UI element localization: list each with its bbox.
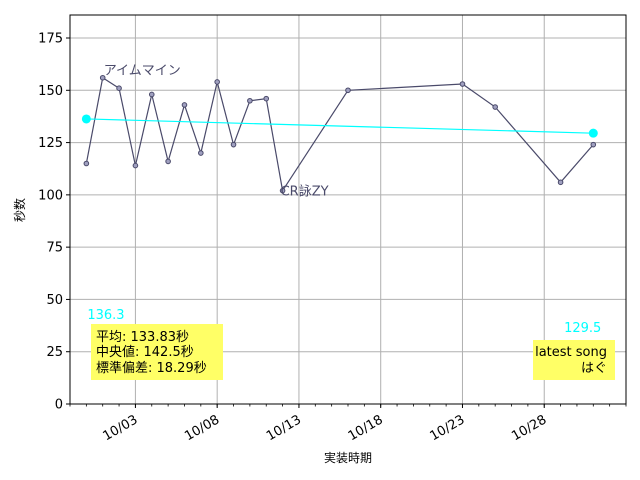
y-tick-label: 25 (46, 345, 63, 360)
y-tick-label: 100 (38, 188, 63, 203)
y-tick-label: 125 (38, 136, 63, 151)
trend-start-point (81, 114, 91, 124)
data-point (116, 85, 122, 91)
point-label-aimumain: アイムマイン (104, 64, 181, 79)
latest-title: latest song (535, 345, 607, 360)
stats-mean: 平均: 133.83秒 (96, 330, 189, 345)
y-axis-ticks: 0 25 50 75 100 125 150 175 (38, 32, 70, 413)
series-layer (81, 74, 598, 194)
x-axis-ticks: 10/03 10/08 10/13 10/18 10/23 10/28 (69, 404, 627, 444)
latest-box (533, 340, 615, 380)
data-point (132, 162, 139, 169)
x-tick-label: 10/23 (428, 412, 468, 444)
data-point (247, 97, 253, 104)
data-point (230, 141, 237, 148)
latest-song-name: はぐ (581, 361, 607, 376)
data-point (590, 141, 597, 148)
data-point (557, 179, 564, 186)
data-point (148, 91, 155, 98)
data-point (99, 74, 106, 81)
series-line-duration (85, 76, 594, 193)
data-point (459, 81, 466, 87)
stats-box (91, 324, 223, 380)
stats-stddev: 標準偏差: 18.29秒 (96, 360, 207, 376)
x-axis-label: 実装時期 (324, 450, 372, 465)
y-tick-label: 75 (46, 241, 63, 256)
y-tick-label: 0 (55, 398, 63, 413)
point-label-crazy: CR詠ZY (281, 184, 329, 200)
data-point (83, 160, 90, 167)
stats-median: 中央値: 142.5秒 (96, 344, 194, 360)
data-point (345, 87, 351, 94)
y-axis-label: 秒数 (12, 198, 27, 222)
data-point (214, 79, 220, 85)
data-point (492, 104, 498, 110)
annotations: アイムマイン CR詠ZY 136.3 129.5 平均: 133.83秒 中央値… (87, 64, 615, 380)
trend-end-label: 129.5 (564, 321, 601, 336)
x-tick-label: 10/03 (100, 412, 140, 444)
data-point (198, 150, 204, 156)
x-tick-label: 10/18 (346, 412, 386, 444)
trend-line (86, 118, 594, 134)
data-point (263, 95, 270, 102)
data-point (165, 158, 171, 165)
x-tick-label: 10/13 (264, 412, 304, 444)
y-tick-label: 50 (46, 293, 63, 308)
y-tick-label: 150 (38, 84, 63, 99)
grid (70, 15, 626, 405)
data-point (279, 187, 286, 194)
y-tick-label: 175 (38, 32, 63, 47)
data-point (181, 102, 188, 108)
x-tick-label: 10/08 (182, 412, 222, 444)
trend-start-label: 136.3 (87, 308, 124, 323)
trend-end-point (588, 128, 598, 138)
x-tick-label: 10/28 (509, 412, 549, 444)
